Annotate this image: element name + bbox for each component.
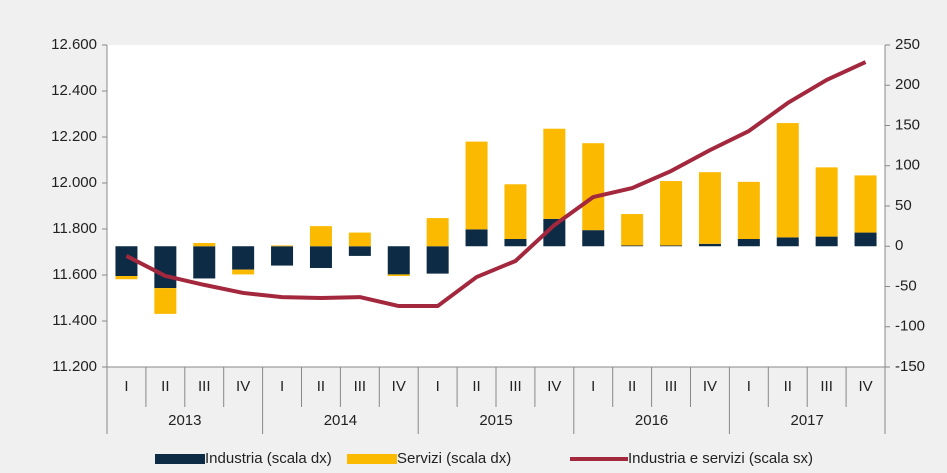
bar [115,246,138,277]
bar [776,123,799,238]
plot-area [107,45,885,367]
x-tick-label: III [820,378,833,395]
x-tick-label: III [354,378,367,395]
year-label: 2014 [324,412,357,429]
x-tick-label: II [317,378,325,395]
bar [854,175,877,233]
y-tick-label: 12.000 [51,174,97,191]
y2-tick-label: -150 [895,358,925,375]
bar [193,243,216,247]
y-tick-label: 12.600 [51,36,97,53]
y-tick-label: 11.600 [52,266,97,283]
bar [815,236,838,247]
x-tick-label: III [509,378,522,395]
bar [348,246,371,256]
y-tick-label: 11.200 [52,358,97,375]
bar [621,245,644,247]
legend-swatch [155,454,205,464]
year-label: 2015 [479,412,512,429]
legend-label: Industria (scala dx) [205,450,332,467]
bar [115,276,138,280]
bar [815,167,838,237]
bar [348,232,371,247]
bar [621,214,644,246]
bar [504,239,527,247]
bar [582,230,605,247]
x-tick-label: I [747,378,751,395]
bar [426,246,449,274]
bar [271,246,294,266]
bar [309,246,332,268]
bar [193,246,216,279]
y-tick-label: 11.800 [52,220,97,237]
bar [582,143,605,231]
bar [776,237,799,247]
legend-label: Servizi (scala dx) [397,450,511,467]
y2-tick-label: 200 [895,76,920,93]
bar [504,184,527,240]
x-tick-label: IV [858,378,872,395]
x-tick-label: II [628,378,636,395]
x-tick-label: I [591,378,595,395]
legend-swatch [347,454,397,464]
x-tick-label: IV [703,378,717,395]
year-label: 2017 [791,412,824,429]
bar [154,288,177,314]
bar [465,229,488,247]
bar [426,218,449,247]
year-label: 2013 [168,412,201,429]
y-tick-label: 12.200 [51,128,97,145]
x-tick-label: III [198,378,211,395]
bar [698,172,721,244]
bar [737,181,760,240]
bar [232,246,255,270]
bar [465,141,488,230]
y2-tick-label: -100 [895,318,925,335]
bar [737,239,760,247]
x-tick-label: I [436,378,440,395]
x-tick-label: I [124,378,128,395]
bar [387,274,410,277]
x-tick-label: I [280,378,284,395]
y-tick-label: 12.400 [51,82,97,99]
x-tick-label: IV [392,378,406,395]
x-tick-label: III [665,378,678,395]
y2-tick-label: 100 [895,157,920,174]
x-tick-label: IV [236,378,250,395]
bar [271,245,294,247]
x-tick-label: II [161,378,169,395]
bar [854,232,877,247]
y2-tick-label: 0 [895,237,903,254]
bar [543,128,566,219]
bar [660,245,683,247]
y2-tick-label: 250 [895,36,920,53]
bar [232,269,255,275]
x-tick-label: II [472,378,480,395]
x-tick-label: II [784,378,792,395]
year-label: 2016 [635,412,668,429]
x-tick-label: IV [547,378,561,395]
line [125,60,867,309]
bar [698,243,721,247]
y2-tick-label: 150 [895,116,920,133]
bar [660,181,683,246]
bar [543,218,566,247]
bar [154,246,177,289]
y-tick-label: 11.400 [52,312,97,329]
y2-tick-label: 50 [895,197,912,214]
bar [309,226,332,247]
legend-label: Industria e servizi (scala sx) [628,450,813,467]
bar [387,246,410,275]
y2-tick-label: -50 [895,277,917,294]
